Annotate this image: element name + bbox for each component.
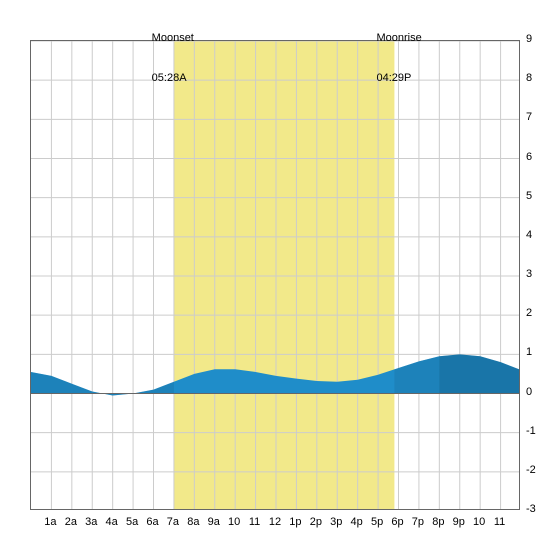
y-tick-label: -2 xyxy=(526,464,536,476)
y-tick-label: 7 xyxy=(526,111,532,123)
x-tick-label: 5a xyxy=(126,516,138,528)
moonset-annotation: Moonset 05:28A xyxy=(152,6,194,112)
x-tick-label: 10 xyxy=(473,516,485,528)
y-tick-label: 2 xyxy=(526,307,532,319)
x-tick-label: 2a xyxy=(65,516,77,528)
x-tick-label: 3p xyxy=(330,516,342,528)
x-tick-label: 9p xyxy=(453,516,465,528)
x-tick-label: 6p xyxy=(391,516,403,528)
y-tick-label: 4 xyxy=(526,229,532,241)
x-tick-label: 11 xyxy=(249,516,260,528)
y-tick-label: 1 xyxy=(526,346,532,358)
y-tick-label: -3 xyxy=(526,503,536,515)
x-tick-label: 1a xyxy=(44,516,56,528)
y-tick-label: 8 xyxy=(526,72,532,84)
x-tick-label: 7a xyxy=(167,516,179,528)
moonset-time: 05:28A xyxy=(152,72,194,85)
y-tick-label: 9 xyxy=(526,33,532,45)
y-tick-label: 3 xyxy=(526,268,532,280)
moonrise-time: 04:29P xyxy=(376,72,421,85)
x-tick-label: 8a xyxy=(187,516,199,528)
moonrise-title: Moonrise xyxy=(376,32,421,45)
x-tick-label: 1p xyxy=(289,516,301,528)
x-tick-label: 4p xyxy=(351,516,363,528)
x-tick-label: 11 xyxy=(494,516,505,528)
x-tick-label: 3a xyxy=(85,516,97,528)
x-tick-label: 10 xyxy=(228,516,240,528)
y-tick-label: 6 xyxy=(526,151,532,163)
x-tick-label: 9a xyxy=(208,516,220,528)
y-tick-label: 5 xyxy=(526,190,532,202)
x-tick-label: 5p xyxy=(371,516,383,528)
y-tick-label: -1 xyxy=(526,425,536,437)
tide-chart-svg xyxy=(31,41,520,510)
x-tick-label: 12 xyxy=(269,516,281,528)
x-tick-label: 7p xyxy=(412,516,424,528)
x-tick-label: 4a xyxy=(106,516,118,528)
tide-chart xyxy=(30,40,520,510)
y-tick-label: 0 xyxy=(526,386,532,398)
x-tick-label: 2p xyxy=(310,516,322,528)
x-tick-label: 8p xyxy=(432,516,444,528)
moonset-title: Moonset xyxy=(152,32,194,45)
moonrise-annotation: Moonrise 04:29P xyxy=(376,6,421,112)
x-tick-label: 6a xyxy=(146,516,158,528)
